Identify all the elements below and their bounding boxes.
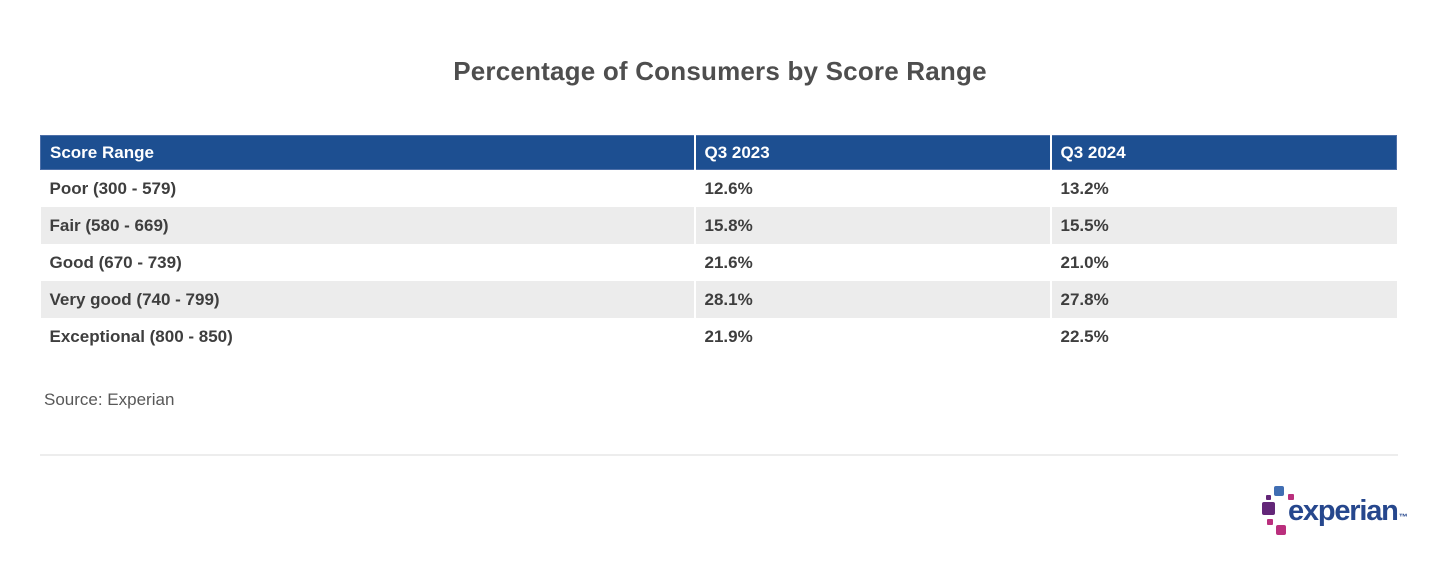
source-note: Source: Experian <box>44 390 175 409</box>
experian-wordmark-text: experian <box>1288 495 1399 527</box>
logo-square-magenta-top-icon <box>1288 494 1294 500</box>
logo-square-purple-large-icon <box>1262 502 1275 515</box>
table-row: Good (670 - 739) 21.6% 21.0% <box>40 244 1397 281</box>
experian-wordmark: experian™ <box>1288 497 1408 532</box>
value-cell: 28.1% <box>693 281 1051 318</box>
logo-square-purple-small-icon <box>1266 495 1271 500</box>
value-cell: 21.9% <box>693 318 1051 355</box>
logo-square-magenta-bottom-icon <box>1276 525 1286 535</box>
value-cell: 27.8% <box>1049 281 1397 318</box>
row-label-cell: Very good (740 - 799) <box>40 281 695 318</box>
column-header-q3-2024: Q3 2024 <box>1049 135 1397 170</box>
value-cell: 12.6% <box>693 169 1051 207</box>
column-header-score-range: Score Range <box>40 135 695 170</box>
table-row: Exceptional (800 - 850) 21.9% 22.5% <box>40 318 1397 355</box>
table-row: Poor (300 - 579) 12.6% 13.2% <box>40 169 1397 207</box>
row-label-cell: Exceptional (800 - 850) <box>40 318 695 355</box>
column-header-q3-2023: Q3 2023 <box>693 135 1051 170</box>
row-label-cell: Poor (300 - 579) <box>40 169 695 207</box>
value-cell: 21.0% <box>1049 244 1397 281</box>
page-title: Percentage of Consumers by Score Range <box>453 56 987 86</box>
row-label-cell: Good (670 - 739) <box>40 244 695 281</box>
score-range-table: Score Range Q3 2023 Q3 2024 Poor (300 - … <box>40 135 1397 355</box>
data-table: Score Range Q3 2023 Q3 2024 Poor (300 - … <box>40 135 1397 355</box>
experian-logo: experian™ <box>1262 482 1412 542</box>
value-cell: 15.8% <box>693 207 1051 244</box>
table-row: Very good (740 - 799) 28.1% 27.8% <box>40 281 1397 318</box>
logo-square-blue-icon <box>1274 486 1284 496</box>
value-cell: 22.5% <box>1049 318 1397 355</box>
divider <box>40 454 1398 456</box>
value-cell: 21.6% <box>693 244 1051 281</box>
table-row: Fair (580 - 669) 15.8% 15.5% <box>40 207 1397 244</box>
table-header-row: Score Range Q3 2023 Q3 2024 <box>40 135 1397 170</box>
value-cell: 13.2% <box>1049 169 1397 207</box>
row-label-cell: Fair (580 - 669) <box>40 207 695 244</box>
value-cell: 15.5% <box>1049 207 1397 244</box>
logo-square-magenta-left-icon <box>1267 519 1273 525</box>
trademark-symbol: ™ <box>1398 512 1408 522</box>
